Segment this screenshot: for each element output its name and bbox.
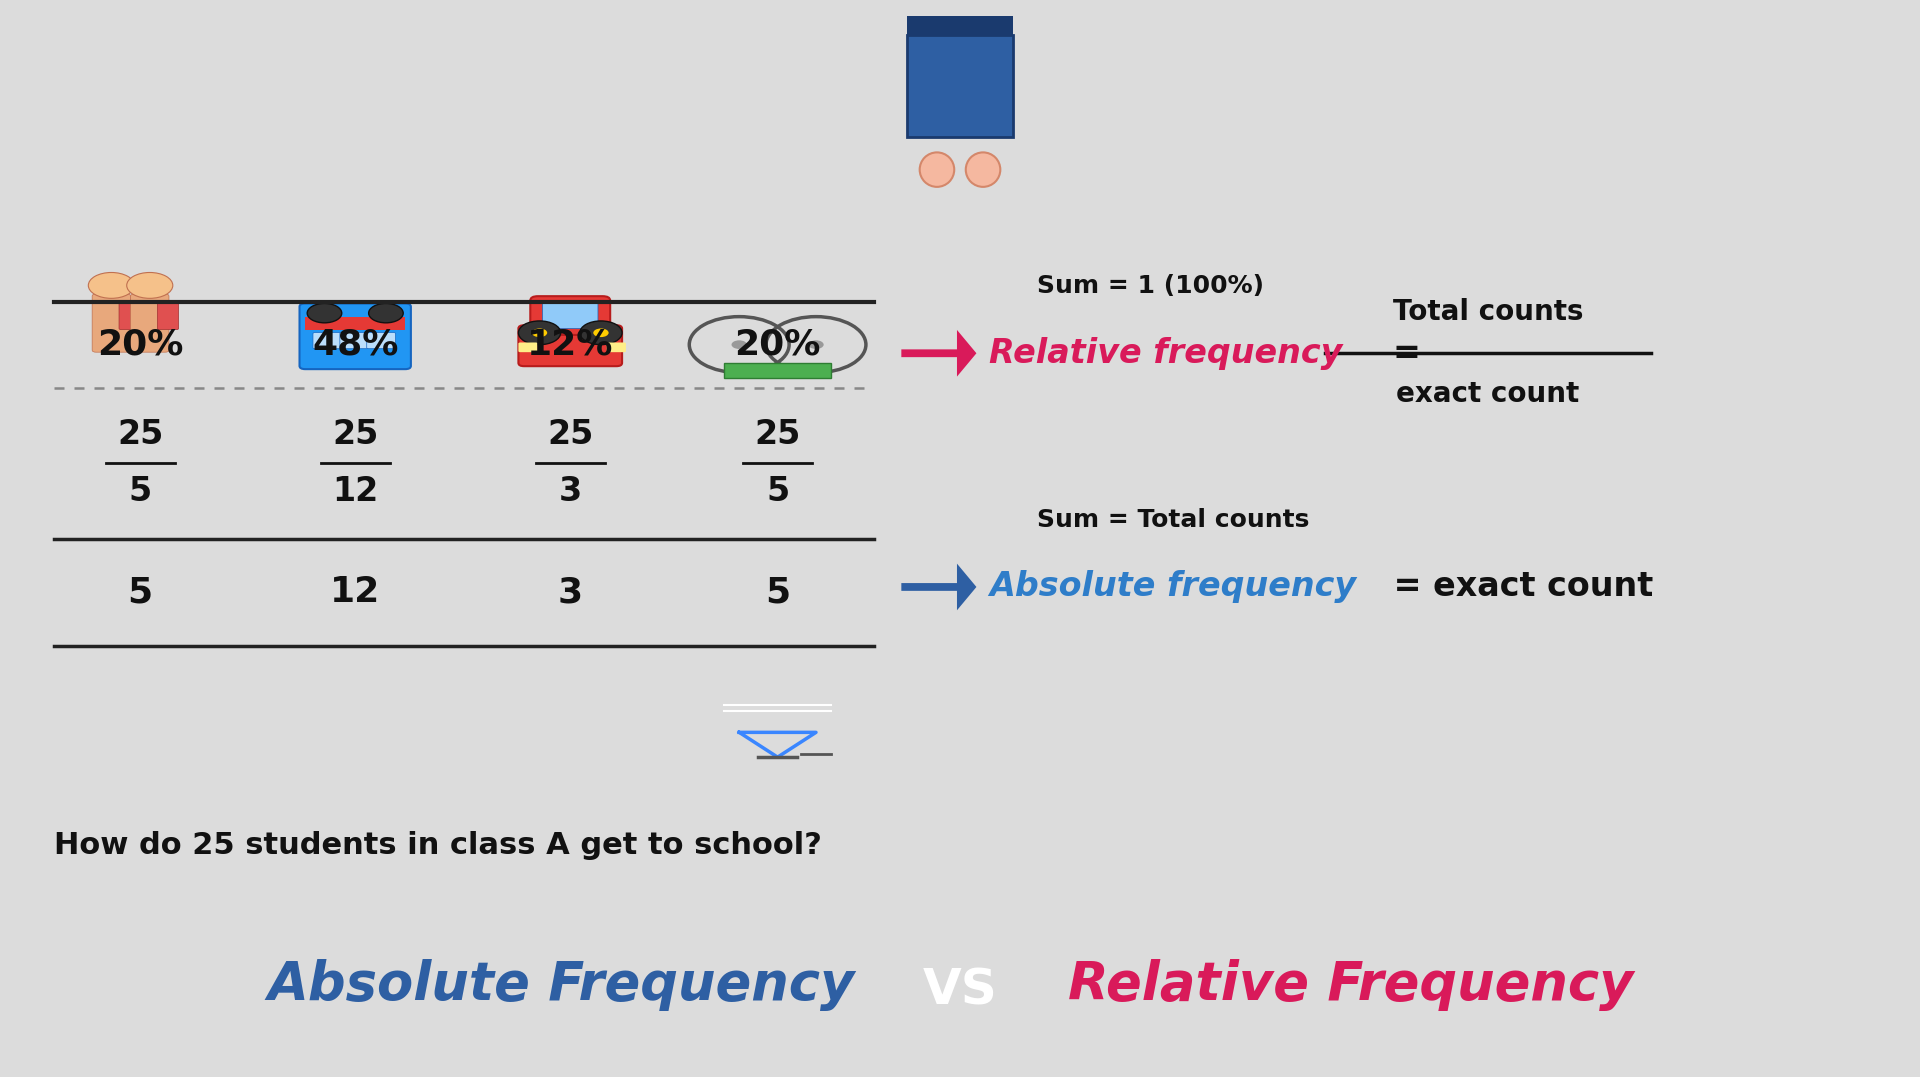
Text: Total counts: Total counts bbox=[1392, 298, 1584, 326]
Text: 25: 25 bbox=[332, 418, 378, 451]
Text: 12: 12 bbox=[332, 475, 378, 508]
Text: 5: 5 bbox=[766, 475, 789, 508]
Circle shape bbox=[808, 340, 824, 349]
Circle shape bbox=[369, 304, 403, 323]
FancyBboxPatch shape bbox=[724, 363, 831, 378]
Text: 5: 5 bbox=[129, 475, 152, 508]
FancyBboxPatch shape bbox=[340, 333, 369, 349]
Text: exact count: exact count bbox=[1396, 380, 1580, 408]
Text: 5: 5 bbox=[764, 575, 791, 610]
Text: Sum = Total counts: Sum = Total counts bbox=[1037, 508, 1309, 532]
Text: =: = bbox=[1392, 337, 1421, 369]
Text: 12: 12 bbox=[330, 575, 380, 610]
FancyBboxPatch shape bbox=[367, 333, 396, 349]
Circle shape bbox=[532, 328, 547, 337]
FancyBboxPatch shape bbox=[530, 296, 611, 335]
FancyBboxPatch shape bbox=[92, 294, 131, 352]
Text: = exact count: = exact count bbox=[1382, 571, 1653, 603]
Ellipse shape bbox=[966, 153, 1000, 187]
Circle shape bbox=[518, 321, 561, 345]
FancyBboxPatch shape bbox=[305, 318, 405, 331]
Text: 25: 25 bbox=[117, 418, 163, 451]
Text: Relative Frequency: Relative Frequency bbox=[1068, 960, 1634, 1011]
FancyBboxPatch shape bbox=[131, 294, 169, 352]
Text: VS: VS bbox=[924, 967, 996, 1015]
Ellipse shape bbox=[920, 153, 954, 187]
Circle shape bbox=[307, 304, 342, 323]
FancyBboxPatch shape bbox=[300, 304, 411, 369]
Text: Absolute Frequency: Absolute Frequency bbox=[267, 960, 854, 1011]
Text: 20%: 20% bbox=[98, 327, 182, 362]
Circle shape bbox=[732, 340, 747, 349]
FancyBboxPatch shape bbox=[157, 300, 179, 330]
Circle shape bbox=[593, 328, 609, 337]
Text: 12%: 12% bbox=[528, 327, 612, 362]
Text: 5: 5 bbox=[127, 575, 154, 610]
Text: 25: 25 bbox=[755, 418, 801, 451]
Text: 25: 25 bbox=[547, 418, 593, 451]
Text: Sum = 1 (100%): Sum = 1 (100%) bbox=[1037, 275, 1263, 298]
Circle shape bbox=[127, 272, 173, 298]
Text: Relative frequency: Relative frequency bbox=[989, 337, 1342, 369]
Circle shape bbox=[88, 272, 134, 298]
FancyBboxPatch shape bbox=[906, 36, 1014, 137]
FancyBboxPatch shape bbox=[607, 342, 626, 352]
FancyBboxPatch shape bbox=[518, 342, 538, 352]
Circle shape bbox=[580, 321, 622, 345]
FancyBboxPatch shape bbox=[313, 333, 342, 349]
Text: Absolute frequency: Absolute frequency bbox=[989, 571, 1356, 603]
Text: 3: 3 bbox=[559, 475, 582, 508]
FancyBboxPatch shape bbox=[119, 300, 140, 330]
FancyBboxPatch shape bbox=[518, 325, 622, 366]
FancyBboxPatch shape bbox=[906, 16, 1014, 36]
FancyBboxPatch shape bbox=[543, 303, 597, 328]
Text: How do 25 students in class A get to school?: How do 25 students in class A get to sch… bbox=[54, 831, 822, 859]
Text: 20%: 20% bbox=[735, 327, 820, 362]
Text: 48%: 48% bbox=[313, 327, 397, 362]
Text: 3: 3 bbox=[557, 575, 584, 610]
